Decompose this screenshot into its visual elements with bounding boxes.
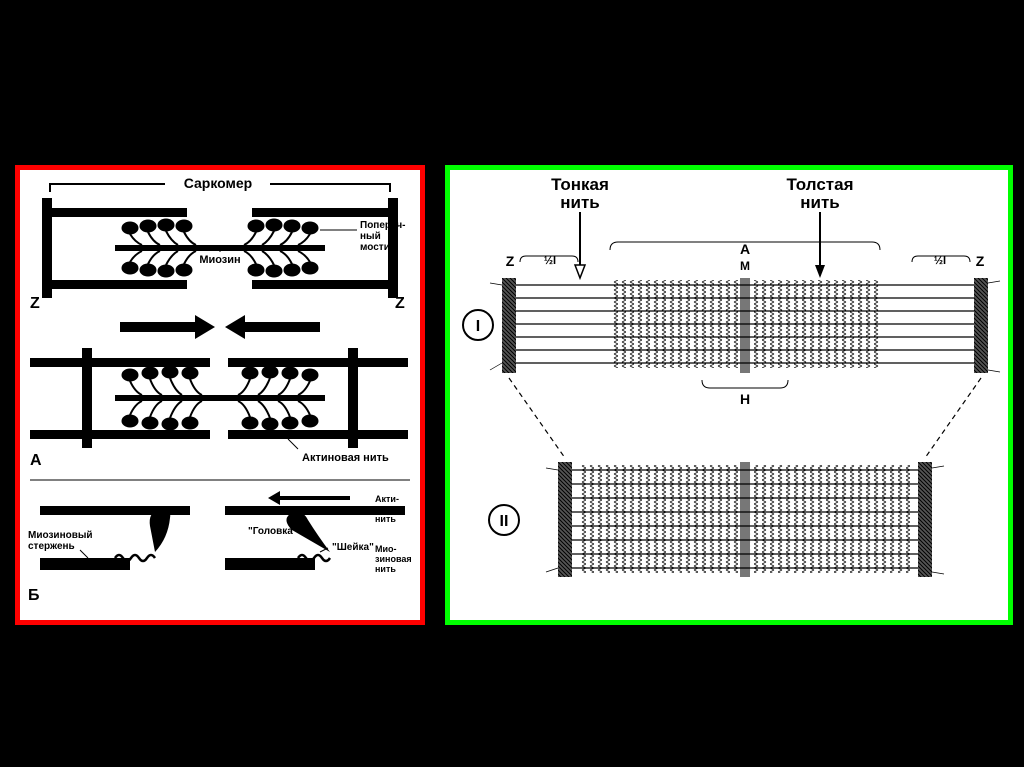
marker-I: I [476,318,480,335]
label-state-A: А [30,452,42,469]
actin-top-right [252,208,388,217]
label-state-B: Б [28,587,40,604]
label-thin-1: Тонкая [551,175,609,194]
svg-text:Мио-: Мио- [375,544,397,554]
myosin-detail-left [40,558,130,570]
thick-right-I [750,280,880,368]
motion-arrow-icon [268,491,350,505]
label-sarcomere: Саркомер [184,175,253,191]
sarcomere-bands-diagram: Тонкая нить Толстая нить Z Z A M ½I ½I I [450,170,1008,620]
label-myosin-fil-2: нить [375,564,396,574]
right-panel: Тонкая нить Толстая нить Z Z A M ½I ½I I [445,165,1013,625]
label-M: M [740,259,750,273]
label-A: A [740,241,750,257]
sarcomere-state-II: II [489,462,944,577]
svg-text:новая: новая [375,504,402,514]
label-crossbridge-2: ный [360,231,381,242]
label-actin-fil-2: нить [375,514,396,524]
actin-top-left [52,208,187,217]
label-thick-1: Толстая [786,175,853,194]
dash-connectors [509,378,981,458]
label-neck: "Шейка" [332,542,374,553]
label-myosin-rod-1: Миозиновый [28,530,93,541]
label-myosin: Миозин [199,254,240,266]
contraction-arrows [120,315,320,339]
label-thick-2: нить [800,193,840,212]
z-band-right [974,278,988,373]
myosin-detail-right [225,558,315,570]
label-myosin-rod-2: стержень [28,541,75,552]
bracket-right [270,184,390,192]
svg-text:Акти-: Акти- [375,494,399,504]
sarcomere-contracted: А Актиновая нить [30,348,408,469]
label-Z-left: Z [506,253,515,269]
label-half-I-right: ½I [934,255,946,267]
thick-left-I [610,280,740,368]
left-panel: Саркомер [15,165,425,625]
label-Z-right: Z [976,253,985,269]
m-line [740,278,750,373]
actin-bot-left [52,280,187,289]
z-band-left [502,278,516,373]
sarcomere-relaxed: Миозин Попереч- ный мостик Z Z [30,198,405,312]
label-z-left: Z [30,295,40,312]
label-H: H [740,391,750,407]
label-half-I-left: ½I [544,255,556,267]
sarcomere-contraction-diagram: Саркомер [20,170,420,620]
label-head: "Головка" [248,526,298,537]
marker-II: II [500,513,509,530]
bracket-left [50,184,165,192]
sarcomere-state-I: I H [463,278,1000,407]
label-actin-filament: Актиновая нить [302,452,389,464]
z-disc-left [42,198,52,298]
label-crossbridge-1: Попереч- [360,220,405,231]
label-thin-2: нить [560,193,600,212]
label-z-right: Z [395,295,405,312]
myosin-head-detail: Миозиновый стержень "Головка" "Шейка" Ак… [28,491,412,604]
label-crossbridge-3: мостик [360,242,396,253]
svg-text:зиновая: зиновая [375,554,412,564]
actin-bot-right [252,280,388,289]
